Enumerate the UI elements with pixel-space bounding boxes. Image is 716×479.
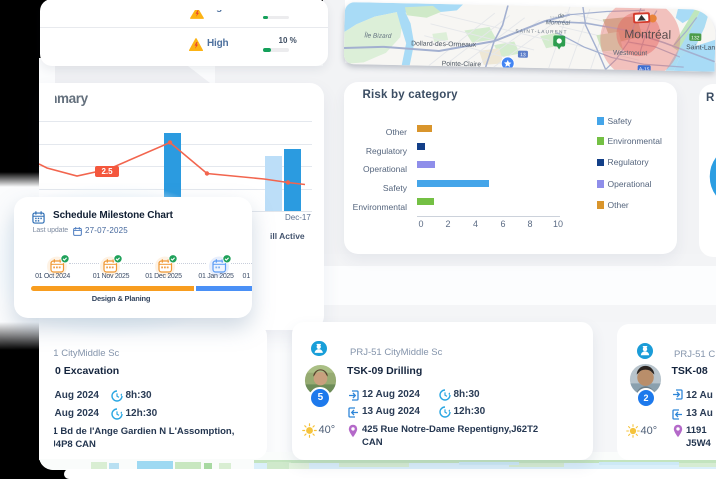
svg-text:Montréal: Montréal [546,19,571,27]
svg-text:Westmount: Westmount [613,50,648,58]
svg-text:Montréal: Montréal [624,27,671,42]
svg-text:Pointe-Claire: Pointe-Claire [442,61,482,69]
svg-text:132: 132 [691,35,700,41]
svg-text:13: 13 [520,52,526,58]
svg-text:Île Bizard: Île Bizard [364,30,392,40]
svg-text:A-15: A-15 [639,67,650,72]
svg-text:SAINT-LAURENT: SAINT-LAURENT [515,29,567,36]
svg-text:Saint-Lan: Saint-Lan [686,44,715,52]
svg-text:Dollard-des-Ormeaux: Dollard-des-Ormeaux [411,40,477,48]
svg-text:.....de: .....de [550,13,565,19]
